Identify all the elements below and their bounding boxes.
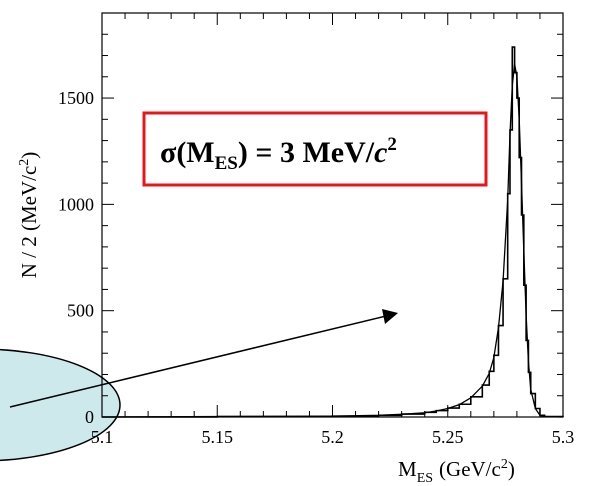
y-tick-label: 500 — [67, 301, 94, 321]
x-tick-label: 5.15 — [202, 427, 234, 447]
x-tick-label: 5.1 — [91, 427, 114, 447]
callout-arrowhead — [382, 309, 398, 324]
resolution-annotation-text: σ(MES) = 3 MeV/c2 — [160, 134, 397, 174]
x-tick-label: 5.2 — [321, 427, 344, 447]
fit-curve-series — [101, 63, 564, 418]
x-tick-label: 5.25 — [432, 427, 464, 447]
y-axis-title: N / 2 (MeV/c2) — [17, 152, 41, 279]
callout-arrow — [9, 315, 387, 408]
y-tick-label: 1000 — [58, 194, 94, 214]
histogram-series — [102, 46, 564, 418]
series-layer — [101, 46, 564, 418]
axis-ticks: 5.1 5.15 5.2 5.25 5.3 0 500 1000 1500 — [58, 12, 575, 447]
callout-ellipse — [0, 348, 121, 462]
y-tick-label: 0 — [85, 407, 94, 427]
resolution-annotation-box — [142, 111, 488, 187]
y-tick-label: 1500 — [58, 88, 94, 108]
x-tick-label: 5.3 — [552, 427, 575, 447]
x-axis-title: MES (GeV/c2) — [398, 457, 515, 486]
